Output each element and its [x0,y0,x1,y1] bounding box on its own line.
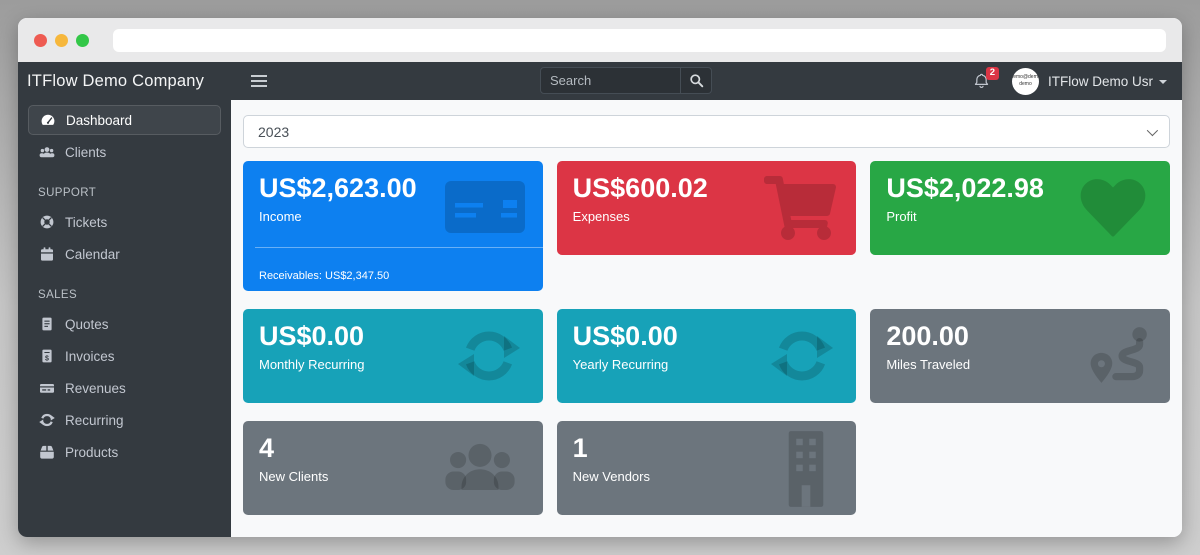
sidebar-section-sales: SALES [38,289,78,301]
brand-title: ITFlow Demo Company [27,71,205,90]
card-label: Income [259,209,302,225]
money-check-icon [38,380,55,397]
invoice-dollar-icon: $ [38,348,55,365]
sync-icon [38,412,55,429]
card-label: Miles Traveled [886,357,971,373]
card-value: 200.00 [886,321,969,351]
divider [255,247,543,248]
card-label: Yearly Recurring [572,357,669,373]
card-label: New Clients [259,469,329,485]
navbar-content: 2 demo@demo demo ITFlow Demo Usr [231,62,1182,100]
calendar-icon [38,246,55,263]
card-label: Profit [886,209,917,225]
card-miles-traveled: 200.00 Miles Traveled [870,309,1170,403]
sidebar-item-label: Dashboard [66,112,133,128]
card-label: New Vendors [572,469,650,485]
card-value: 4 [259,433,275,463]
card-value: US$2,623.00 [259,173,417,203]
card-value: US$600.02 [572,173,708,203]
sidebar-item-revenues[interactable]: Revenues [28,373,221,403]
traffic-light-zoom-button[interactable] [76,33,89,47]
card-value: US$0.00 [572,321,678,351]
card-label: Monthly Recurring [259,357,365,373]
sidebar-item-label: Revenues [65,380,126,396]
navbar-right: 2 demo@demo demo ITFlow Demo Usr [973,67,1182,95]
users-icon [38,144,55,161]
user-avatar[interactable]: demo@demo demo [1011,67,1039,95]
browser-window: ITFlow Demo Company 2 [18,18,1182,537]
user-menu[interactable]: ITFlow Demo Usr [1048,74,1167,89]
card-footer: Receivables: US$2,347.50 [259,270,390,282]
card-new-vendors: 1 New Vendors [556,421,857,515]
top-navbar: ITFlow Demo Company 2 [18,62,1182,100]
sidebar-item-quotes[interactable]: Quotes [28,309,221,339]
traffic-light-close-button[interactable] [34,33,47,47]
sidebar-item-calendar[interactable]: Calendar [28,239,221,269]
address-bar[interactable] [113,28,1166,52]
sidebar-item-label: Recurring [65,412,124,428]
card-monthly-recurring: US$0.00 Monthly Recurring [243,309,543,403]
card-new-clients: 4 New Clients [243,421,543,515]
search-icon [689,74,703,88]
card-yearly-recurring: US$0.00 Yearly Recurring [556,309,857,403]
dashboard-main: 2023 US$2,623.00 Income Receivables: U [231,100,1182,537]
card-label: Expenses [572,209,630,225]
card-expenses: US$600.02 Expenses [556,161,857,255]
gauge-icon [39,112,56,129]
card-value: 1 [572,433,588,463]
notifications-button[interactable]: 2 [973,67,999,90]
sync-icon [457,331,520,381]
sidebar-item-label: Clients [65,144,107,160]
search-input[interactable] [540,67,681,94]
card-profit: US$2,022.98 Profit [870,161,1170,255]
browser-chrome [18,18,1182,62]
sidebar-item-label: Products [65,444,119,460]
sidebar-item-label: Tickets [65,214,108,230]
card-value: US$2,022.98 [886,173,1044,203]
route-icon [1090,327,1147,383]
svg-text:$: $ [45,355,49,362]
sidebar-item-products[interactable]: Products [28,437,221,467]
year-select[interactable]: 2023 [243,115,1170,148]
shopping-cart-icon [764,176,837,240]
users-group-icon [445,443,515,491]
sidebar-item-label: Calendar [65,246,120,262]
heart-icon [1080,179,1146,237]
navbar-search [540,67,712,94]
sync-icon [771,331,834,381]
box-icon [38,444,55,461]
sidebar: Dashboard Clients SUPPORT [18,100,231,537]
building-icon [789,431,824,507]
credit-card-icon [444,181,525,233]
notification-count-badge: 2 [985,67,999,80]
bell-icon [974,73,989,89]
sidebar-section-support: SUPPORT [38,187,97,199]
sidebar-item-recurring[interactable]: Recurring [28,405,221,435]
sidebar-item-label: Quotes [65,316,109,332]
sidebar-item-clients[interactable]: Clients [28,137,221,167]
traffic-light-minimize-button[interactable] [55,33,68,47]
stat-cards-grid: US$2,623.00 Income Receivables: US$2,347… [243,161,1170,515]
hamburger-menu-icon[interactable] [251,75,267,87]
card-income: US$2,623.00 Income Receivables: US$2,347… [243,161,543,291]
card-value: US$0.00 [259,321,365,351]
quote-file-icon [38,316,55,333]
user-name: ITFlow Demo Usr [1047,73,1153,89]
sidebar-item-invoices[interactable]: $ Invoices [28,341,221,371]
sidebar-item-dashboard[interactable]: Dashboard [28,105,221,135]
sidebar-item-tickets[interactable]: Tickets [28,207,221,237]
chevron-down-icon [1159,80,1167,84]
search-button[interactable] [681,67,712,94]
year-select-value: 2023 [258,123,290,140]
life-ring-icon [38,214,55,231]
sidebar-item-label: Invoices [65,348,115,364]
chevron-down-icon [1146,124,1159,136]
